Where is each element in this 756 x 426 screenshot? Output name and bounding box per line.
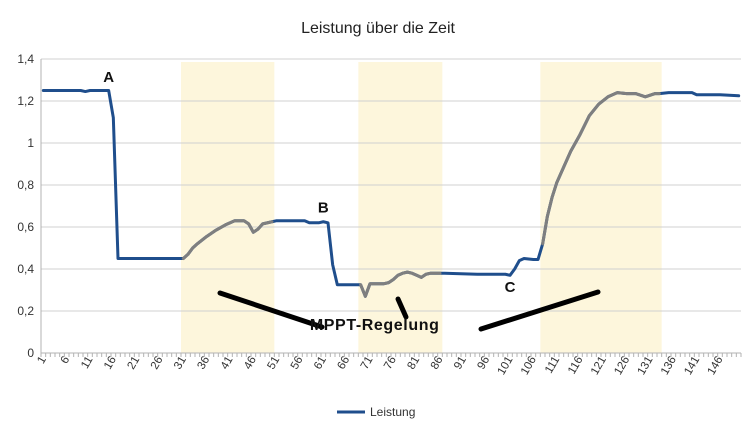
- y-tick-label: 0: [27, 346, 34, 360]
- x-tick-label: 26: [149, 355, 166, 372]
- x-tick-label: 76: [382, 355, 399, 372]
- mppt-pointers: [217, 289, 601, 332]
- annotation-a: A: [103, 69, 114, 86]
- series-line-mppt-section: [541, 91, 661, 246]
- x-tick-label: 101: [496, 355, 516, 378]
- x-tick-labels: 1 6 11 16 21 26 31 36 41 46 51 56 61 66 71 76 81 86 91 96 10…: [35, 355, 725, 378]
- x-tick-label: 6: [59, 355, 73, 367]
- series-line-mppt-section: [181, 219, 274, 260]
- x-tick-label: 56: [289, 355, 306, 372]
- x-tick-label: 21: [125, 355, 142, 372]
- x-tick-label: 116: [566, 355, 586, 377]
- y-tick-label: 1,2: [17, 94, 34, 108]
- x-tick-label: 131: [636, 355, 656, 378]
- x-tick-label: 16: [102, 355, 119, 372]
- x-tick-label: 36: [195, 355, 212, 372]
- x-tick-label: 46: [242, 355, 259, 372]
- y-tick-labels: 0 0,2 0,4 0,6 0,8 1 1,2 1,4: [17, 52, 34, 360]
- chart-title: Leistung über die Zeit: [301, 20, 455, 37]
- y-tick-label: 0,8: [17, 178, 34, 192]
- x-tick-label: 1: [35, 355, 49, 367]
- x-tick-label: 51: [265, 355, 282, 372]
- x-tick-label: 71: [359, 355, 376, 372]
- x-tick-label: 11: [79, 355, 95, 371]
- mppt-pointer-line: [478, 289, 601, 332]
- annotation-c: C: [505, 279, 516, 296]
- axes: [40, 59, 742, 357]
- x-tick-label: 146: [706, 355, 726, 378]
- x-tick-label: 111: [543, 355, 562, 376]
- y-tick-label: 0,2: [17, 304, 34, 318]
- annotations: A B C MPPT-Regelung: [103, 69, 515, 334]
- y-tick-label: 0,6: [17, 220, 34, 234]
- x-tick-label: 86: [429, 355, 446, 372]
- y-tick-label: 1,4: [17, 52, 34, 66]
- legend-label-leistung: Leistung: [370, 405, 415, 419]
- gridlines: [41, 58, 741, 312]
- highlight-region-3: [540, 62, 662, 353]
- x-tick-label: 96: [475, 355, 492, 372]
- x-tick-label: 81: [405, 355, 422, 372]
- x-tick-label: 91: [452, 355, 469, 372]
- x-tick-label: 136: [659, 355, 679, 378]
- x-tick-label: 121: [589, 355, 609, 378]
- highlight-region-1: [181, 62, 275, 353]
- y-tick-label: 1: [27, 136, 34, 150]
- x-tick-label: 31: [172, 355, 189, 372]
- annotation-mppt-regelung: MPPT-Regelung: [310, 317, 440, 334]
- x-tick-label: 41: [219, 355, 236, 372]
- mppt-pointer-line: [217, 290, 325, 330]
- series-line-mppt-section: [359, 270, 442, 298]
- series-lines: [41, 89, 741, 298]
- x-tick-label: 141: [682, 355, 702, 378]
- mppt-pointer-line: [395, 296, 409, 320]
- x-tick-label: 106: [519, 355, 539, 378]
- highlight-regions: [181, 62, 662, 353]
- y-tick-label: 0,4: [17, 262, 34, 276]
- annotation-b: B: [318, 199, 329, 216]
- legend: Leistung: [337, 405, 415, 419]
- x-tick-label: 66: [335, 355, 352, 372]
- x-tick-label: 61: [312, 355, 329, 372]
- x-tick-label: 126: [612, 355, 632, 378]
